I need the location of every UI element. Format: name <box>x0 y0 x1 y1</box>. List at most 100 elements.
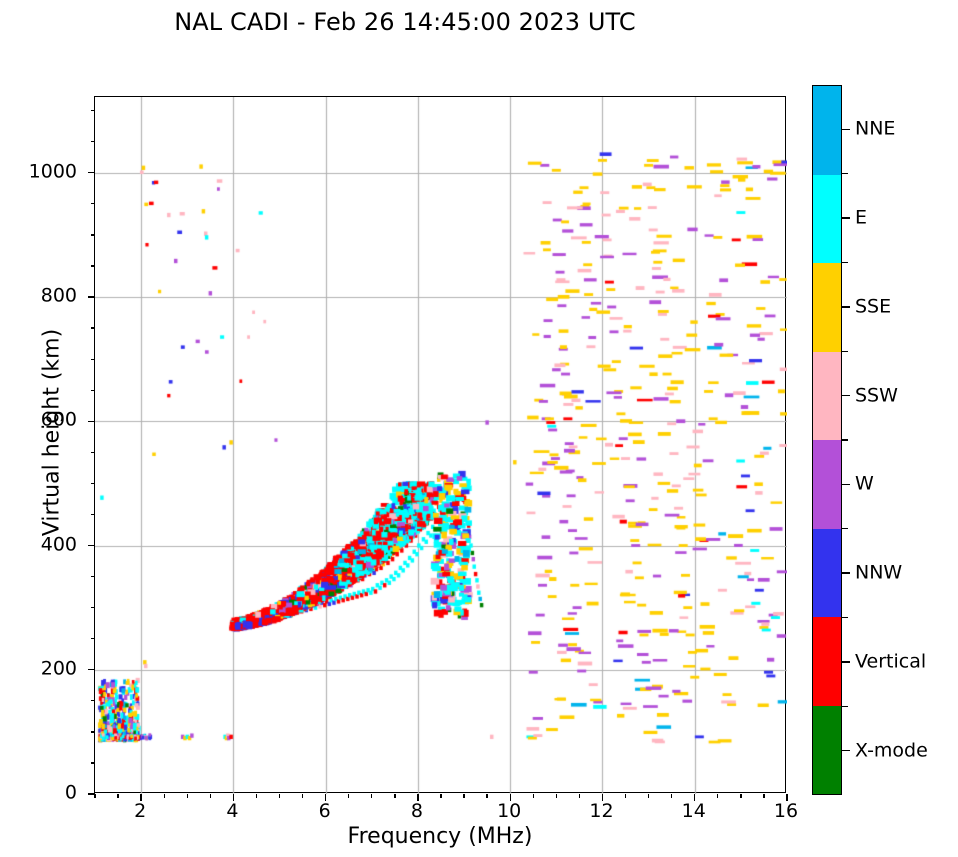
x-tick-15 <box>740 794 742 798</box>
x-tick-4 <box>232 794 235 801</box>
x-tick-14.5 <box>717 794 719 798</box>
y-tick-50 <box>91 762 95 764</box>
colorbar-label-nnw: NNW <box>855 561 903 584</box>
x-tick-12.5 <box>624 794 627 798</box>
x-tick-13.5 <box>671 794 673 798</box>
x-tick-2 <box>140 794 142 801</box>
y-tick-label-400: 400 <box>40 533 77 555</box>
x-tick-9 <box>463 794 465 798</box>
x-tick-label-4: 4 <box>226 800 239 822</box>
colorbar-label-ssw: SSW <box>855 384 898 407</box>
colorbar-label-nne: NNE <box>855 117 896 140</box>
colorbar-segment-x-mode[interactable] <box>813 705 841 794</box>
x-tick-5 <box>278 794 281 798</box>
y-tick-200 <box>88 669 95 671</box>
y-axis-title: Virtual height (km) <box>39 328 65 537</box>
colorbar-tick-x-mode <box>842 749 850 752</box>
y-tick-0 <box>88 793 95 795</box>
colorbar-label-sse: SSE <box>855 295 892 318</box>
colorbar-tick-w <box>842 483 850 486</box>
colorbar-segment-ssw[interactable] <box>813 351 841 440</box>
y-tick-500 <box>91 482 95 485</box>
x-tick-14 <box>694 794 696 801</box>
x-tick-11 <box>555 794 557 798</box>
x-tick-9.5 <box>486 794 488 798</box>
colorbar-segment-w[interactable] <box>813 440 841 529</box>
y-axis-tick-labels: 0 200 400 600 800 1000 <box>0 96 86 802</box>
x-axis-title: Frequency (MHz) <box>347 824 533 849</box>
y-tick-label-200: 200 <box>40 657 77 680</box>
y-tick-400 <box>88 544 95 547</box>
x-tick-13 <box>647 794 650 798</box>
y-tick-250 <box>91 638 95 640</box>
colorbar-tick-nne <box>842 128 850 131</box>
ionogram-canvas[interactable] <box>95 97 787 794</box>
x-tick-8.5 <box>440 794 442 798</box>
x-tick-5.5 <box>301 794 304 798</box>
colorbar-segment-vertical[interactable] <box>813 617 841 706</box>
y-tick-300 <box>91 606 95 609</box>
y-tick-650 <box>91 389 95 391</box>
colorbar-tick-e <box>842 217 850 219</box>
colorbar-label-e: E <box>855 206 868 229</box>
y-tick-900 <box>91 234 95 236</box>
y-tick-1000 <box>88 172 95 174</box>
y-tick-label-0: 0 <box>64 781 77 804</box>
y-tick-600 <box>88 420 95 422</box>
y-tick-450 <box>91 513 95 516</box>
page-title: NAL CADI - Feb 26 14:45:00 2023 UTC <box>174 8 636 36</box>
y-tick-950 <box>91 203 95 205</box>
x-tick-7 <box>371 794 373 798</box>
colorbar-segment-nnw[interactable] <box>813 528 841 617</box>
x-tick-1.5 <box>117 794 119 798</box>
y-tick-700 <box>91 358 95 360</box>
y-tick-label-1000: 1000 <box>28 160 77 183</box>
y-tick-1050 <box>91 141 95 143</box>
colorbar-segment-e[interactable] <box>813 174 841 263</box>
colorbar-tick-sse <box>842 306 850 308</box>
x-tick-label-2: 2 <box>134 800 147 822</box>
colorbar-segment-sse[interactable] <box>813 263 841 352</box>
colorbar-tick-vertical <box>842 661 850 663</box>
colorbar-tick-labels: X-mode Vertical NNW W SSW SSE E NNE <box>842 85 952 795</box>
x-tick-4.5 <box>255 794 258 798</box>
colorbar-boundary-tick-7 <box>842 173 848 175</box>
y-tick-100 <box>91 731 95 733</box>
colorbar-segment-nne[interactable] <box>813 86 841 175</box>
x-tick-10.5 <box>532 794 534 798</box>
x-tick-label-16: 16 <box>773 800 799 822</box>
x-tick-6.5 <box>348 794 350 798</box>
x-tick-3 <box>186 794 188 798</box>
y-tick-800 <box>88 296 95 298</box>
colorbar-boundary-tick-3 <box>842 528 848 530</box>
x-tick-label-12: 12 <box>589 800 614 822</box>
y-tick-750 <box>91 327 95 329</box>
colorbar-boundary-tick-5 <box>842 350 848 352</box>
x-tick-3.5 <box>209 794 211 798</box>
y-tick-label-600: 600 <box>40 408 77 431</box>
plot-area[interactable] <box>88 96 788 801</box>
x-tick-15.5 <box>763 794 765 798</box>
colorbar-label-x-mode: X-mode <box>855 739 928 762</box>
colorbar-boundary-tick-2 <box>842 616 848 619</box>
x-tick-11.5 <box>578 794 581 798</box>
x-tick-7.5 <box>394 794 396 798</box>
y-tick-550 <box>91 451 95 453</box>
colorbar-boundary-tick-4 <box>842 439 848 441</box>
colorbar-label-w: W <box>855 472 874 495</box>
y-tick-350 <box>91 575 95 578</box>
colorbar-tick-nnw <box>842 572 850 574</box>
y-tick-1100 <box>91 110 95 112</box>
colorbar[interactable] <box>812 85 842 795</box>
colorbar-tick-ssw <box>842 394 850 397</box>
x-tick-10 <box>509 794 511 801</box>
colorbar-label-vertical: Vertical <box>855 650 927 673</box>
x-axis-tick-labels: 2 4 6 8 10 12 14 16 <box>94 800 798 830</box>
x-tick-label-6: 6 <box>318 800 331 822</box>
x-tick-6 <box>325 794 327 801</box>
x-tick-16 <box>786 794 788 801</box>
y-tick-label-800: 800 <box>40 284 77 307</box>
x-tick-label-14: 14 <box>681 800 706 822</box>
x-tick-label-8: 8 <box>410 800 423 822</box>
